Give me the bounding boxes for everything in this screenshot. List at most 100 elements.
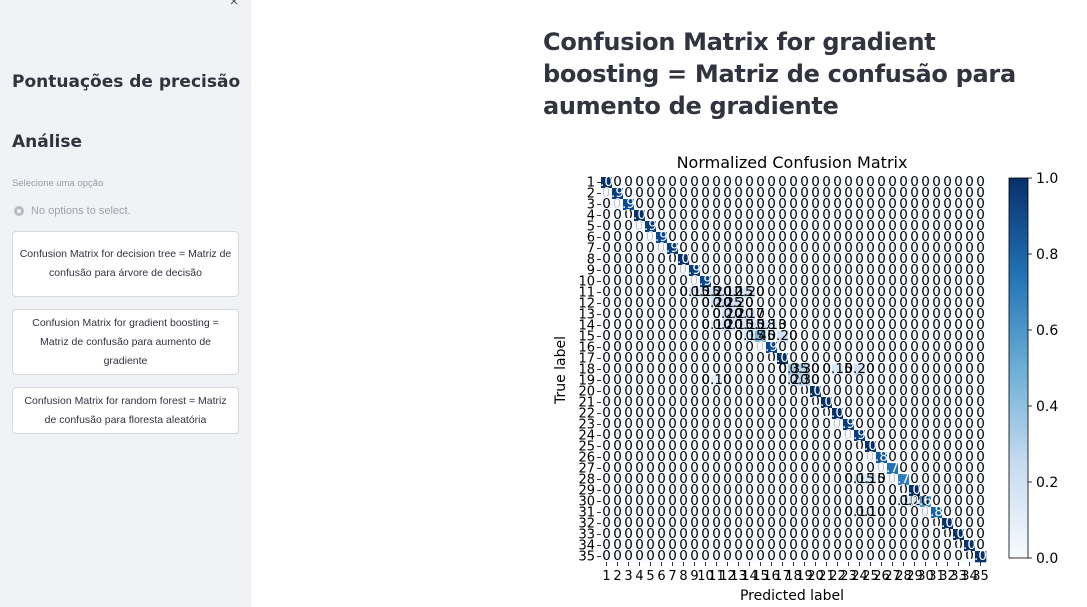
cell-value: 0 — [745, 207, 754, 223]
matrix-cell — [887, 254, 899, 266]
matrix-cell — [887, 309, 899, 321]
matrix-cell — [821, 540, 833, 552]
cell-value: 0 — [602, 493, 611, 509]
matrix-cell — [865, 507, 877, 519]
cell-value: 0 — [723, 240, 732, 256]
matrix-cell — [689, 331, 701, 343]
cell-value: 0 — [767, 196, 776, 212]
matrix-cell — [689, 221, 701, 233]
cell-value: 0 — [877, 196, 886, 212]
cell-value: 0 — [767, 460, 776, 476]
chart-title: Normalized Confusion Matrix — [677, 153, 908, 172]
matrix-cell — [810, 320, 822, 332]
matrix-cell — [953, 540, 965, 552]
cell-value: 0 — [767, 185, 776, 201]
cell-value: 0 — [844, 471, 853, 487]
matrix-cell — [601, 386, 613, 398]
cell-value: 0.20 — [701, 295, 731, 311]
matrix-cell — [788, 342, 800, 354]
cell-value: 0 — [899, 306, 908, 322]
cell-value: 0 — [932, 229, 941, 245]
cell-value: 0 — [954, 207, 963, 223]
decision-tree-button[interactable]: Confusion Matrix for decision tree = Mat… — [12, 231, 239, 297]
cell-value: 0 — [690, 317, 699, 333]
cell-value: 0 — [712, 328, 721, 344]
cell-value: 0 — [723, 449, 732, 465]
matrix-cell — [876, 408, 888, 420]
y-tick-label: 24 — [578, 428, 595, 443]
cell-value: 0 — [734, 185, 743, 201]
matrix-cell — [898, 243, 910, 255]
matrix-cell — [953, 408, 965, 420]
matrix-cell — [667, 419, 679, 431]
cell-value: 0 — [921, 537, 930, 553]
page-title: Confusion Matrix for gradient boosting =… — [543, 28, 1016, 120]
matrix-cell — [953, 353, 965, 365]
matrix-cell — [843, 485, 855, 497]
matrix-cell — [854, 210, 866, 222]
cell-value: 0 — [888, 229, 897, 245]
matrix-cell — [689, 430, 701, 442]
cell-value: 0 — [624, 339, 633, 355]
cell-value: 0 — [745, 196, 754, 212]
matrix-cell — [832, 375, 844, 387]
cell-value: 0 — [910, 196, 919, 212]
cell-value: 0 — [657, 383, 666, 399]
matrix-cell — [975, 551, 987, 563]
matrix-cell — [612, 177, 624, 189]
matrix-cell — [656, 331, 668, 343]
matrix-cell — [744, 309, 756, 321]
cell-value: 0 — [921, 372, 930, 388]
matrix-cell — [810, 540, 822, 552]
matrix-cell — [876, 430, 888, 442]
cell-value: 0 — [767, 504, 776, 520]
cell-value: 0 — [877, 427, 886, 443]
cell-value: 0 — [712, 416, 721, 432]
matrix-cell — [799, 364, 811, 376]
matrix-cell — [909, 529, 921, 541]
cell-value: 0 — [965, 284, 974, 300]
matrix-cell — [733, 529, 745, 541]
cell-value: 0 — [690, 306, 699, 322]
cell-value: 0 — [668, 471, 677, 487]
matrix-cell — [612, 430, 624, 442]
cell-value: 0 — [734, 251, 743, 267]
matrix-cell — [788, 364, 800, 376]
matrix-cell — [645, 265, 657, 277]
matrix-cell — [876, 309, 888, 321]
matrix-cell — [700, 221, 712, 233]
cell-value: 0 — [855, 317, 864, 333]
cell-value: 0 — [844, 273, 853, 289]
cell-value: 0 — [822, 416, 831, 432]
x-tick-label: 24 — [851, 569, 868, 584]
cell-value: 0 — [855, 526, 864, 542]
cell-value: 1.00 — [932, 515, 962, 531]
radio-group-empty[interactable]: No options to select. — [14, 205, 131, 217]
y-tick-label: 34 — [578, 538, 595, 553]
close-icon[interactable]: × — [229, 0, 239, 10]
cell-value: 0 — [745, 515, 754, 531]
matrix-cell — [634, 353, 646, 365]
cell-value: 0 — [877, 383, 886, 399]
cell-value: 0 — [921, 328, 930, 344]
gradient-boosting-button[interactable]: Confusion Matrix for gradient boosting =… — [12, 309, 239, 375]
cell-value: 0 — [943, 372, 952, 388]
cell-value: 0 — [976, 427, 985, 443]
matrix-cell — [821, 353, 833, 365]
matrix-cell — [788, 331, 800, 343]
matrix-cell — [843, 298, 855, 310]
cell-value: 0 — [965, 504, 974, 520]
matrix-cell — [854, 287, 866, 299]
matrix-cell — [645, 408, 657, 420]
matrix-cell — [612, 485, 624, 497]
matrix-cell — [821, 441, 833, 453]
cell-value: 0 — [778, 317, 787, 333]
matrix-cell — [821, 364, 833, 376]
random-forest-button[interactable]: Confusion Matrix for random forest = Mat… — [12, 387, 239, 434]
cell-value: 0.45 — [745, 328, 775, 344]
matrix-cell — [865, 265, 877, 277]
cell-value: 0 — [723, 383, 732, 399]
cell-value: 0 — [690, 482, 699, 498]
matrix-cell — [645, 419, 657, 431]
cell-value: 0 — [954, 185, 963, 201]
